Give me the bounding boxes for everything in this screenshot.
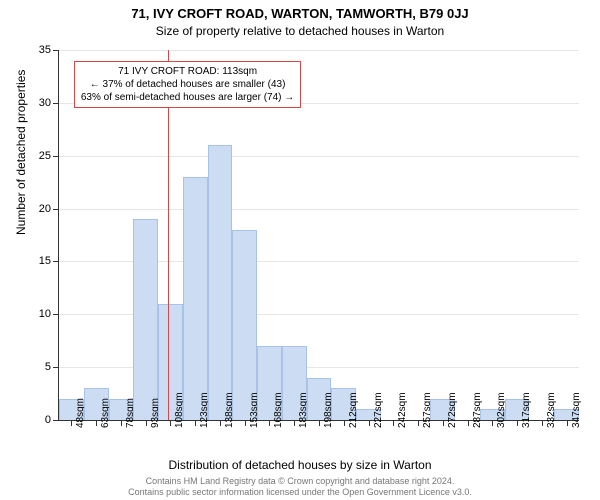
x-tick [245,420,246,426]
histogram-bar [208,145,233,420]
x-tick-label: 227sqm [373,392,384,428]
histogram-bar [133,219,158,420]
x-tick [269,420,270,426]
y-tick [53,420,59,421]
x-axis-title: Distribution of detached houses by size … [0,458,600,472]
chart-footer: Contains HM Land Registry data © Crown c… [0,476,600,498]
y-tick-label: 5 [45,361,51,373]
y-tick [53,209,59,210]
y-tick [53,156,59,157]
gridline [59,50,579,51]
gridline [59,156,579,157]
x-tick [319,420,320,426]
x-tick [418,420,419,426]
y-tick [53,367,59,368]
x-tick [146,420,147,426]
x-tick [195,420,196,426]
x-tick [517,420,518,426]
y-tick [53,50,59,51]
y-tick-label: 0 [45,414,51,426]
x-tick [170,420,171,426]
info-box-line: 63% of semi-detached houses are larger (… [81,91,294,104]
x-tick-label: 242sqm [397,392,408,428]
y-tick [53,103,59,104]
y-tick-label: 30 [39,97,51,109]
y-tick [53,261,59,262]
x-tick [393,420,394,426]
info-box-line: 71 IVY CROFT ROAD: 113sqm [81,65,294,78]
info-box-line: ← 37% of detached houses are smaller (43… [81,78,294,91]
y-axis-title: Number of detached properties [14,70,28,235]
plot-area: 0510152025303548sqm63sqm78sqm93sqm108sqm… [58,50,579,421]
histogram-bar [183,177,208,420]
x-tick [71,420,72,426]
x-tick [344,420,345,426]
x-tick [468,420,469,426]
x-tick [96,420,97,426]
x-tick [369,420,370,426]
property-info-box: 71 IVY CROFT ROAD: 113sqm← 37% of detach… [74,61,301,108]
x-tick [567,420,568,426]
x-tick [294,420,295,426]
x-tick [220,420,221,426]
chart-container: 71, IVY CROFT ROAD, WARTON, TAMWORTH, B7… [0,0,600,500]
x-tick [492,420,493,426]
chart-subtitle: Size of property relative to detached ho… [0,24,600,38]
y-tick-label: 25 [39,150,51,162]
x-tick-label: 317sqm [521,392,532,428]
x-tick [542,420,543,426]
x-tick-label: 347sqm [571,392,582,428]
footer-line-1: Contains HM Land Registry data © Crown c… [0,476,600,487]
y-tick-label: 20 [39,203,51,215]
y-tick [53,314,59,315]
x-tick-label: 272sqm [447,392,458,428]
footer-line-2: Contains public sector information licen… [0,487,600,498]
y-tick-label: 15 [39,255,51,267]
chart-title: 71, IVY CROFT ROAD, WARTON, TAMWORTH, B7… [0,6,600,21]
y-tick-label: 35 [39,44,51,56]
y-tick-label: 10 [39,308,51,320]
x-tick [443,420,444,426]
gridline [59,209,579,210]
x-tick [121,420,122,426]
